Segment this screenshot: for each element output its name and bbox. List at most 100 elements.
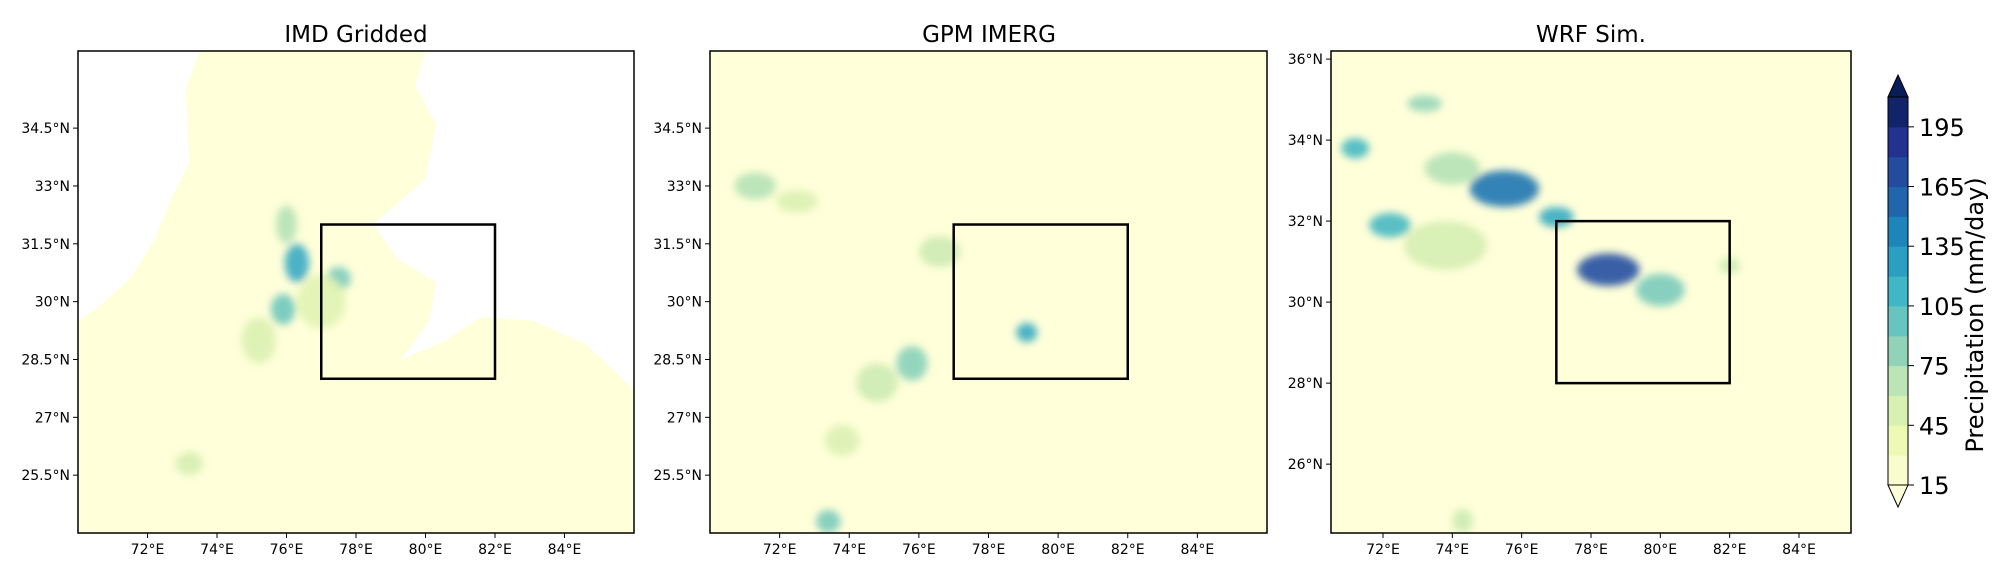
y-tick-label: 25.5°N [653, 468, 702, 484]
colorbar-band [1888, 455, 1908, 486]
colorbar-band [1888, 246, 1908, 277]
y-tick-label: 31.5°N [653, 237, 702, 253]
panel-wrf-sim: 72°E 74°E 76°E 78°E 80°E 82°E 84°E 26°N 28°N 30°N… [1288, 50, 1852, 558]
rain-cell [824, 425, 860, 456]
rain-cell [776, 189, 818, 213]
rain-cell [1016, 322, 1038, 343]
masked-region [373, 51, 634, 391]
y-tick-label: 34°N [1288, 133, 1323, 149]
y-tick-label: 33°N [667, 179, 702, 195]
precip-background [710, 51, 1267, 533]
x-tick-label: 76°E [270, 542, 304, 558]
rain-cell [1469, 170, 1540, 207]
rain-cell [734, 172, 777, 200]
x-tick-label: 78°E [339, 542, 373, 558]
panel-title: IMD Gridded [284, 22, 427, 48]
rain-cell [1403, 221, 1487, 270]
colorbar-extend-max [1887, 73, 1909, 98]
rain-cell [1452, 508, 1474, 533]
rain-cell [1577, 253, 1640, 286]
x-tick-label: 74°E [1435, 542, 1469, 558]
colorbar-extend-min [1887, 484, 1909, 509]
colorbar-band [1888, 186, 1908, 217]
colorbar-band [1888, 97, 1908, 128]
colorbar-tick-label: 165 [1919, 174, 1965, 202]
colorbar-tick-label: 45 [1919, 412, 1950, 440]
y-tick-label: 27°N [667, 410, 702, 426]
colorbar-frame [1887, 96, 1909, 486]
rain-cell [896, 345, 928, 381]
colorbar: 15 45 75 105 135 165 195 [1887, 73, 1965, 509]
colorbar-band [1888, 126, 1908, 158]
x-tick-label: 72°E [131, 542, 165, 558]
rain-cell [284, 243, 310, 283]
colorbar-tick-label: 135 [1919, 233, 1965, 261]
x-tick-label: 74°E [200, 542, 234, 558]
rain-cell [175, 452, 204, 476]
colorbar-band [1888, 425, 1908, 456]
rain-cell [1341, 138, 1370, 159]
y-tick-label: 27°N [35, 410, 70, 426]
x-tick-label: 72°E [1366, 542, 1400, 558]
x-tick-label: 84°E [1181, 542, 1215, 558]
panel-title: WRF Sim. [1536, 22, 1646, 48]
x-tick-label: 72°E [763, 542, 797, 558]
colorbar-tick-label: 195 [1919, 114, 1965, 142]
colorbar-band [1888, 305, 1908, 337]
colorbar-label: Precipitation (mm/day) [1961, 177, 1989, 452]
colorbar-band [1888, 335, 1908, 367]
rain-cell [918, 236, 961, 267]
x-tick-label: 76°E [902, 542, 936, 558]
colorbar-tick-label: 105 [1919, 293, 1965, 321]
x-tick-label: 82°E [1713, 542, 1747, 558]
rain-cell [270, 293, 296, 325]
colorbar-band [1888, 216, 1908, 247]
x-tick-label: 82°E [478, 542, 512, 558]
x-tick-label: 80°E [1643, 542, 1677, 558]
panel-gpm-imerg: 72°E 74°E 76°E 78°E 80°E 82°E 84°E 25.5°N 27°N 28… [653, 50, 1268, 558]
study-area-box [320, 223, 497, 381]
panel-imd-gridded: 72°E 74°E 76°E 78°E 80°E 82°E 84°E 25.5°N 27°N 28… [21, 50, 635, 558]
panel-title: GPM IMERG [922, 22, 1056, 48]
y-tick-label: 34.5°N [21, 121, 70, 137]
y-tick-label: 25.5°N [21, 468, 70, 484]
x-tick-label: 82°E [1111, 542, 1145, 558]
rain-cell [816, 509, 841, 533]
rain-cell [856, 363, 898, 402]
rain-cell [1369, 213, 1411, 238]
y-tick-label: 28.5°N [21, 352, 70, 368]
rain-cell [1424, 152, 1481, 185]
x-tick-label: 78°E [972, 542, 1006, 558]
colorbar-tick-label: 15 [1919, 472, 1950, 500]
x-tick-label: 80°E [1041, 542, 1075, 558]
y-tick-label: 28.5°N [653, 352, 702, 368]
masked-region [78, 51, 200, 321]
colorbar-tick-label: 75 [1919, 353, 1950, 381]
x-tick-label: 76°E [1505, 542, 1539, 558]
y-tick-label: 36°N [1288, 52, 1323, 68]
x-tick-label: 84°E [548, 542, 582, 558]
y-tick-label: 30°N [1288, 295, 1323, 311]
y-tick-label: 34.5°N [653, 121, 702, 137]
y-tick-label: 33°N [35, 179, 70, 195]
rain-cell [1407, 95, 1442, 112]
x-tick-label: 78°E [1574, 542, 1608, 558]
colorbar-band [1888, 156, 1908, 188]
rain-cell [1636, 273, 1685, 307]
study-area-box [1555, 219, 1731, 385]
y-tick-label: 26°N [1288, 457, 1323, 473]
x-tick-label: 74°E [832, 542, 866, 558]
x-tick-label: 84°E [1782, 542, 1816, 558]
colorbar-band [1888, 276, 1908, 307]
y-tick-label: 32°N [1288, 214, 1323, 230]
colorbar-band [1888, 365, 1908, 396]
colorbar-band [1888, 395, 1908, 426]
precip-background [1331, 51, 1851, 533]
study-area-box [952, 223, 1129, 381]
y-tick-label: 31.5°N [21, 237, 70, 253]
x-tick-label: 80°E [409, 542, 443, 558]
rain-cell [241, 317, 277, 364]
y-tick-label: 28°N [1288, 376, 1323, 392]
rain-cell [276, 205, 297, 244]
